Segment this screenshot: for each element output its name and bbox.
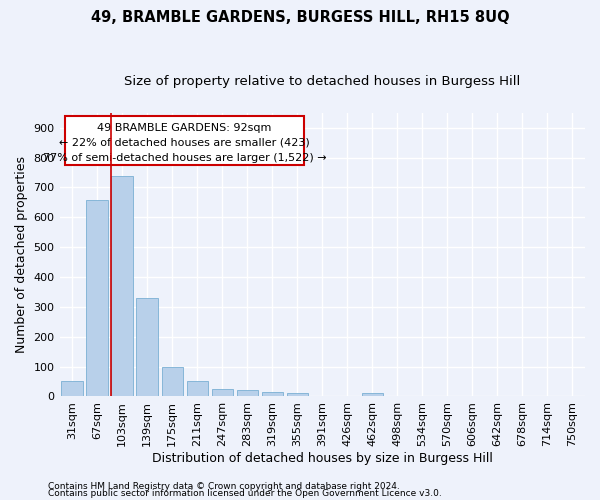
Bar — [136, 298, 158, 396]
X-axis label: Distribution of detached houses by size in Burgess Hill: Distribution of detached houses by size … — [152, 452, 493, 465]
Bar — [236, 390, 258, 396]
Text: 77% of semi-detached houses are larger (1,522) →: 77% of semi-detached houses are larger (… — [43, 153, 326, 163]
FancyBboxPatch shape — [65, 116, 304, 166]
Bar — [362, 394, 383, 396]
Title: Size of property relative to detached houses in Burgess Hill: Size of property relative to detached ho… — [124, 75, 520, 88]
Y-axis label: Number of detached properties: Number of detached properties — [15, 156, 28, 353]
Text: ← 22% of detached houses are smaller (423): ← 22% of detached houses are smaller (42… — [59, 138, 310, 148]
Text: Contains public sector information licensed under the Open Government Licence v3: Contains public sector information licen… — [48, 489, 442, 498]
Bar — [61, 381, 83, 396]
Bar — [262, 392, 283, 396]
Text: 49, BRAMBLE GARDENS, BURGESS HILL, RH15 8UQ: 49, BRAMBLE GARDENS, BURGESS HILL, RH15 … — [91, 10, 509, 25]
Bar — [161, 366, 183, 396]
Bar — [212, 389, 233, 396]
Bar — [187, 380, 208, 396]
Text: Contains HM Land Registry data © Crown copyright and database right 2024.: Contains HM Land Registry data © Crown c… — [48, 482, 400, 491]
Bar — [287, 394, 308, 396]
Bar — [86, 200, 108, 396]
Text: 49 BRAMBLE GARDENS: 92sqm: 49 BRAMBLE GARDENS: 92sqm — [97, 123, 272, 133]
Bar — [112, 176, 133, 396]
